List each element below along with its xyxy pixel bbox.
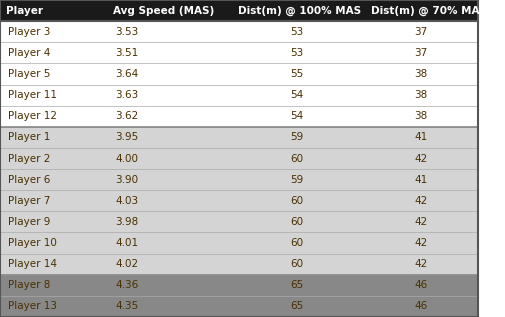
Text: Player 11: Player 11 <box>9 90 57 100</box>
Bar <box>0 232 478 254</box>
Text: Player: Player <box>6 6 43 16</box>
Text: 55: 55 <box>289 69 302 79</box>
Bar <box>0 127 478 148</box>
Text: 4.36: 4.36 <box>115 280 138 290</box>
Text: Player 5: Player 5 <box>9 69 50 79</box>
Text: 42: 42 <box>414 259 427 269</box>
Text: Player 10: Player 10 <box>9 238 57 248</box>
Text: 53: 53 <box>289 27 302 37</box>
Text: Player 4: Player 4 <box>9 48 50 58</box>
Text: 46: 46 <box>414 280 427 290</box>
Text: 3.63: 3.63 <box>115 90 138 100</box>
Bar <box>0 254 478 275</box>
Text: Player 14: Player 14 <box>9 259 57 269</box>
Text: 4.01: 4.01 <box>115 238 138 248</box>
Text: Player 9: Player 9 <box>9 217 50 227</box>
Bar <box>0 21 478 42</box>
Text: 4.02: 4.02 <box>115 259 138 269</box>
Text: 60: 60 <box>289 153 302 164</box>
Text: Avg Speed (MAS): Avg Speed (MAS) <box>113 6 214 16</box>
Text: 4.00: 4.00 <box>115 153 138 164</box>
Text: Player 7: Player 7 <box>9 196 50 206</box>
Text: 42: 42 <box>414 238 427 248</box>
Text: 46: 46 <box>414 301 427 311</box>
Text: Player 12: Player 12 <box>9 111 57 121</box>
Bar <box>0 148 478 169</box>
Text: Player 3: Player 3 <box>9 27 50 37</box>
Bar <box>0 42 478 63</box>
Bar <box>0 85 478 106</box>
Text: Player 6: Player 6 <box>9 175 50 184</box>
Text: Player 1: Player 1 <box>9 133 50 142</box>
Text: 38: 38 <box>414 90 427 100</box>
Text: Player 13: Player 13 <box>9 301 57 311</box>
Text: 42: 42 <box>414 153 427 164</box>
Text: Player 8: Player 8 <box>9 280 50 290</box>
Text: 60: 60 <box>289 217 302 227</box>
Text: 3.95: 3.95 <box>115 133 138 142</box>
Text: 54: 54 <box>289 90 302 100</box>
Text: 3.64: 3.64 <box>115 69 138 79</box>
Bar <box>0 296 478 317</box>
Text: Dist(m) @ 70% MAS: Dist(m) @ 70% MAS <box>370 5 486 16</box>
Text: 65: 65 <box>289 280 302 290</box>
Text: 54: 54 <box>289 111 302 121</box>
Text: 4.35: 4.35 <box>115 301 138 311</box>
Text: 53: 53 <box>289 48 302 58</box>
Text: 60: 60 <box>289 238 302 248</box>
Text: 3.90: 3.90 <box>115 175 138 184</box>
Text: 3.98: 3.98 <box>115 217 138 227</box>
Text: 59: 59 <box>289 133 302 142</box>
Text: 59: 59 <box>289 175 302 184</box>
Bar <box>0 211 478 232</box>
Text: 42: 42 <box>414 217 427 227</box>
Text: 65: 65 <box>289 301 302 311</box>
Text: Dist(m) @ 100% MAS: Dist(m) @ 100% MAS <box>237 5 360 16</box>
Text: 41: 41 <box>414 175 427 184</box>
Text: 37: 37 <box>414 48 427 58</box>
Text: 3.51: 3.51 <box>115 48 138 58</box>
Text: Player 2: Player 2 <box>9 153 50 164</box>
Text: 3.62: 3.62 <box>115 111 138 121</box>
Text: 42: 42 <box>414 196 427 206</box>
Text: 38: 38 <box>414 111 427 121</box>
Bar <box>0 190 478 211</box>
Text: 60: 60 <box>289 259 302 269</box>
Text: 4.03: 4.03 <box>115 196 138 206</box>
Text: 41: 41 <box>414 133 427 142</box>
Text: 37: 37 <box>414 27 427 37</box>
Bar <box>0 275 478 296</box>
Bar <box>0 63 478 85</box>
Bar <box>0 106 478 127</box>
Text: 38: 38 <box>414 69 427 79</box>
Bar <box>0 0 478 21</box>
Text: 3.53: 3.53 <box>115 27 138 37</box>
Bar <box>0 169 478 190</box>
Text: 60: 60 <box>289 196 302 206</box>
